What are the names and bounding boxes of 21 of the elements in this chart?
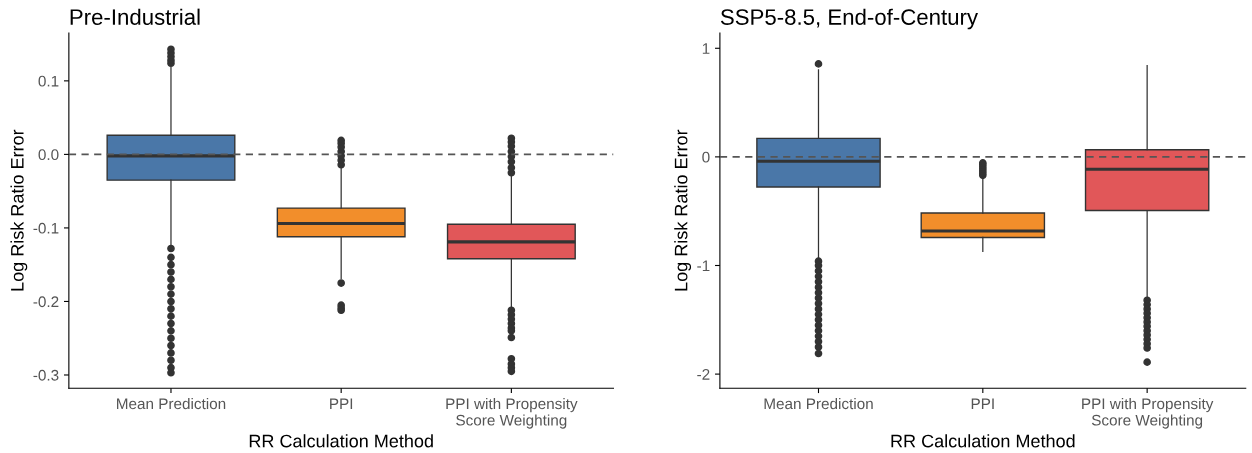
y-tick-label: -2 [697, 368, 710, 380]
y-tick-label: -1 [697, 260, 710, 272]
y-tick-label: 1 [702, 43, 710, 54]
y-tick-label: 0 [702, 151, 710, 163]
x-tick-label: PPI with Propensity Score Weighting [1082, 397, 1214, 429]
x-tick-label: PPI [330, 398, 353, 410]
x-tick-label: Mean Prediction [117, 397, 226, 410]
y-tick-label: 0.0 [38, 149, 59, 161]
x-axis-title: RR Calculation Method [249, 434, 433, 448]
y-axis-title: Log Risk Ratio Error [674, 129, 692, 291]
x-tick-label: PPI [971, 398, 994, 410]
chart-title: SSP5-8.5, End-of-Century [720, 8, 979, 30]
y-tick-label: -0.1 [33, 222, 59, 234]
x-tick-label: Mean Prediction [764, 397, 873, 410]
y-tick-label: -0.2 [33, 296, 59, 308]
y-tick-label: -0.3 [33, 369, 59, 381]
y-axis-title: Log Risk Ratio Error [10, 129, 28, 291]
x-tick-label: PPI with Propensity Score Weighting [446, 397, 578, 429]
x-axis-title: RR Calculation Method [891, 434, 1075, 448]
y-tick-label: 0.1 [38, 75, 59, 87]
chart-title: Pre-Industrial [70, 8, 200, 25]
